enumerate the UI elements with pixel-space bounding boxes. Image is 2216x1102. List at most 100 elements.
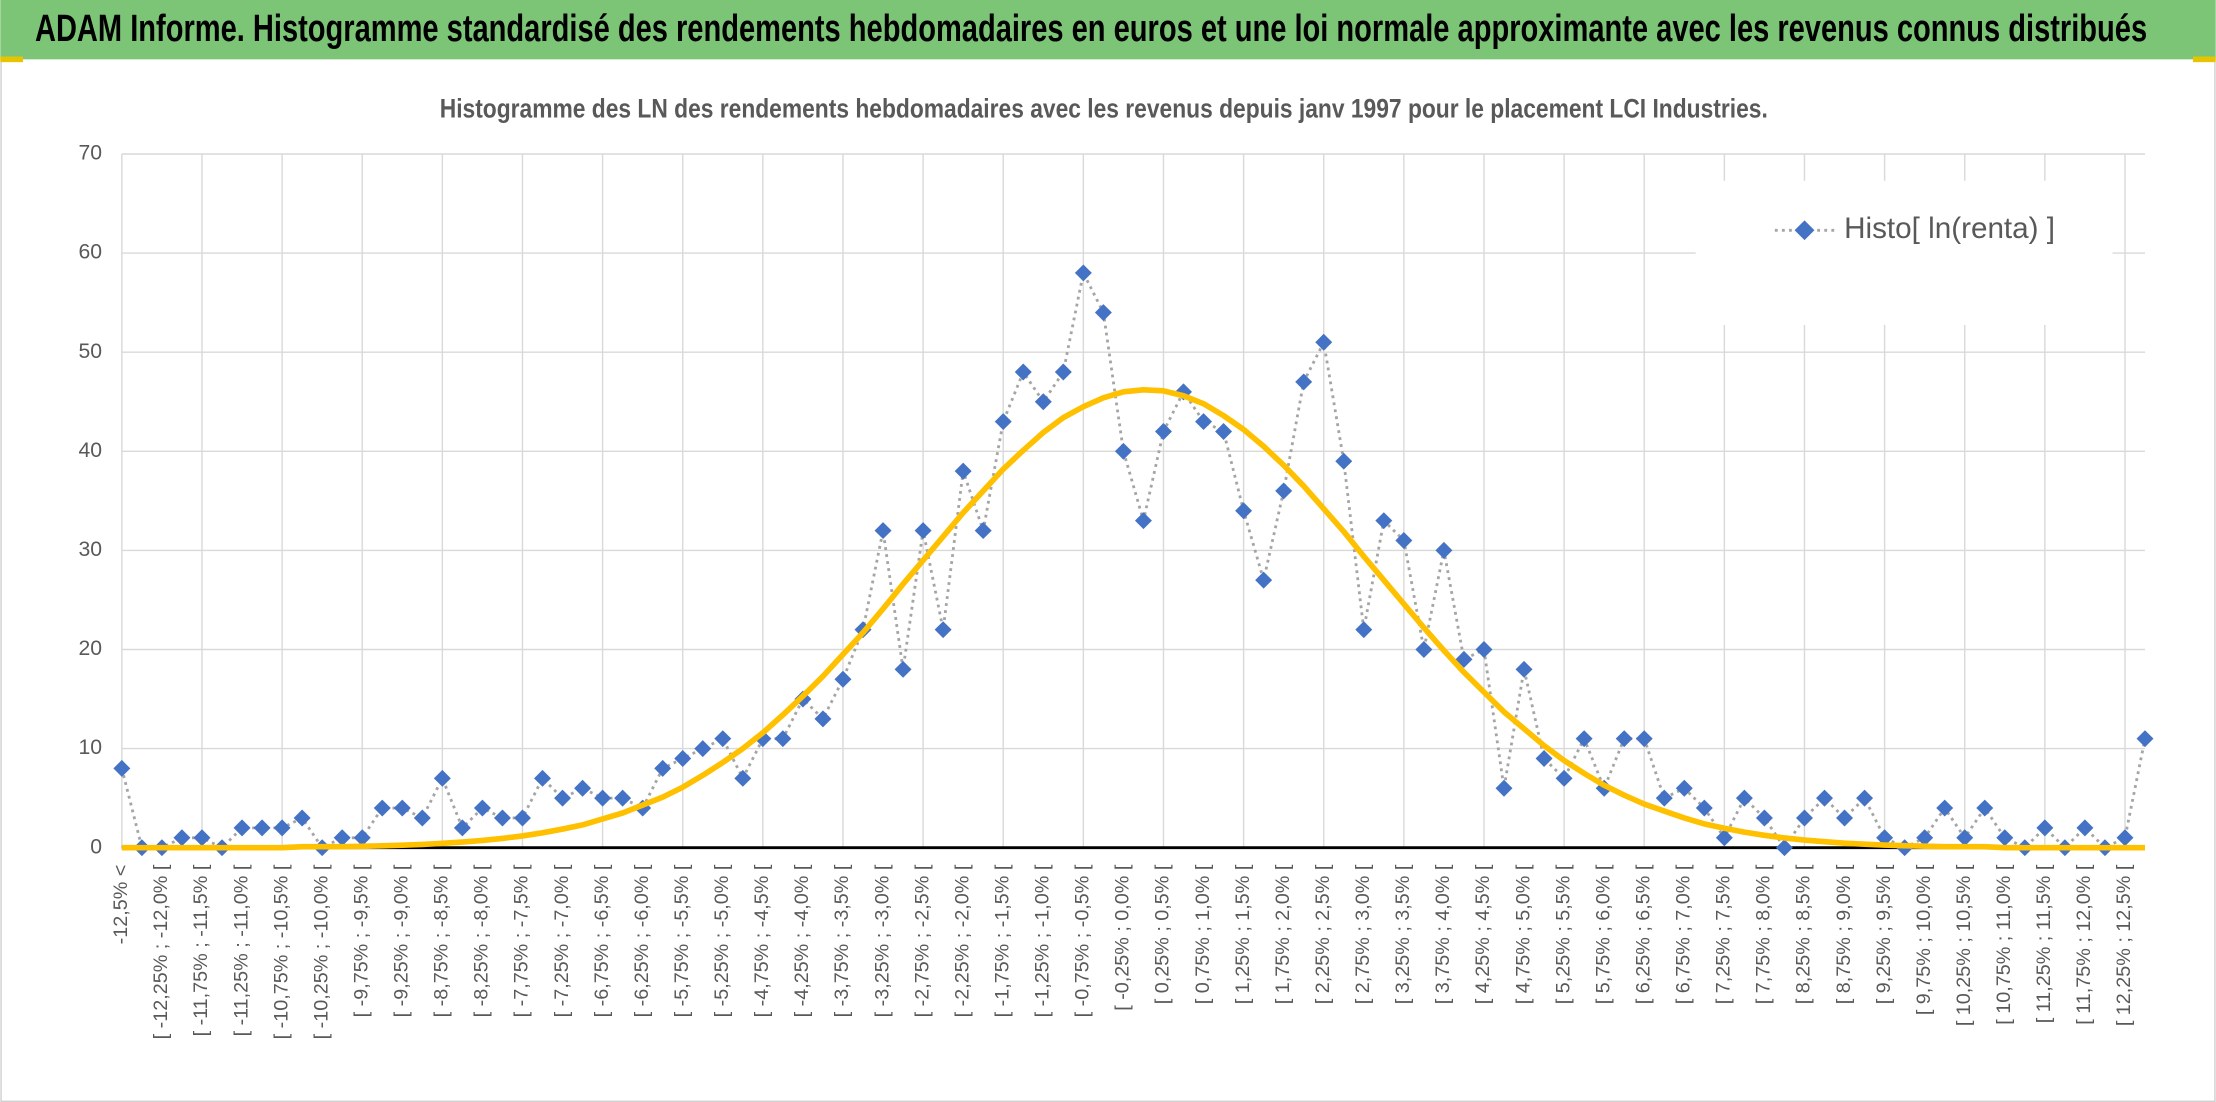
data-point: [554, 789, 572, 807]
data-point: [193, 829, 211, 847]
data-point: [774, 730, 792, 748]
x-tick-label: [ -9,25% ; -9,0% [: [391, 864, 413, 1017]
data-point: [413, 809, 431, 827]
data-point: [233, 819, 251, 837]
x-tick-label: [ -8,25% ; -8,0% [: [471, 864, 493, 1017]
data-point: [1235, 502, 1253, 520]
data-point: [994, 413, 1012, 431]
legend-marker: [1794, 220, 1815, 241]
x-tick-label: [ 0,75% ; 1,0% [: [1192, 864, 1214, 1004]
x-tick-label: [ -11,25% ; -11,0% [: [230, 864, 252, 1036]
series-line: [121, 387, 2146, 851]
x-tick-label: [ 5,25% ; 5,5% [: [1552, 864, 1574, 1004]
data-point: [674, 750, 692, 767]
data-point: [1796, 809, 1813, 827]
data-point: [1355, 621, 1373, 639]
data-point: [734, 769, 752, 787]
x-tick-label: [ -5,75% ; -5,5% [: [671, 864, 693, 1017]
data-point: [453, 819, 471, 837]
x-tick-label: [ 11,25% ; 11,5% [: [2033, 864, 2055, 1023]
data-point: [1635, 730, 1653, 748]
x-tick-label: [ 5,75% ; 6,0% [: [1592, 864, 1614, 1004]
x-tick-label: [ 9,75% ; 10,0% [: [1913, 864, 1935, 1015]
data-point: [1114, 442, 1132, 460]
banner: [0, 0, 2216, 60]
banner-accent: [0, 56, 23, 63]
x-tick-label: [ -12,25% ; -12,0% [: [150, 864, 172, 1039]
data-point: [1134, 512, 1152, 530]
x-tick-label: [ 11,75% ; 12,0% [: [2073, 864, 2095, 1025]
data-point: [1655, 789, 1673, 807]
data-point: [1295, 373, 1313, 391]
x-tick-label: [ -1,75% ; -1,5% [: [991, 864, 1013, 1017]
y-tick-label: 60: [78, 241, 102, 264]
x-tick-label: [ 3,75% ; 4,0% [: [1432, 864, 1454, 1004]
legend-label: Histo[ ln(renta) ]: [1844, 212, 2055, 245]
x-tick-label: [ 10,75% ; 11,0% [: [1993, 864, 2015, 1025]
data-point: [574, 779, 592, 797]
data-point: [393, 799, 411, 817]
data-point: [293, 809, 311, 827]
data-point: [1695, 799, 1713, 817]
x-tick-label: [ -10,75% ; -10,5% [: [270, 864, 292, 1039]
data-point: [1375, 512, 1393, 530]
x-tick-label: [ -0,25% ; 0,0% [: [1112, 864, 1134, 1011]
data-point: [1916, 829, 1934, 847]
x-tick-label: [ -2,75% ; -2,5% [: [911, 864, 933, 1017]
x-tick-label: [ -9,75% ; -9,5% [: [350, 864, 372, 1017]
x-tick-label: [ -2,25% ; -2,0% [: [951, 864, 973, 1017]
data-point: [954, 462, 972, 480]
x-tick-label: [ -3,25% ; -3,0% [: [871, 864, 893, 1017]
x-tick-label: [ 0,25% ; 0,5% [: [1152, 864, 1174, 1004]
x-tick-label: [ -7,25% ; -7,0% [: [551, 864, 573, 1017]
x-tick-label: [ 7,75% ; 8,0% [: [1753, 864, 1775, 1004]
data-point: [694, 740, 712, 758]
data-point: [513, 809, 531, 827]
data-point: [1034, 393, 1052, 411]
x-tick-label: [ 8,75% ; 9,0% [: [1833, 864, 1855, 1004]
x-tick-label: [ -4,25% ; -4,0% [: [791, 864, 813, 1017]
data-point: [1956, 829, 1974, 847]
x-tick-label: [ 4,75% ; 5,0% [: [1512, 864, 1534, 1004]
x-tick-label: [ 9,25% ; 9,5% [: [1873, 864, 1895, 1004]
y-tick-label: 0: [90, 835, 102, 858]
data-point: [1315, 333, 1333, 351]
x-tick-label: [ 1,25% ; 1,5% [: [1232, 864, 1254, 1004]
data-point: [113, 759, 131, 777]
x-tick-label: [ -3,75% ; -3,5% [: [831, 864, 853, 1017]
y-tick-label: 20: [78, 637, 102, 660]
chart-title: Histogramme des LN des rendements hebdom…: [440, 93, 1768, 123]
data-point: [654, 759, 672, 777]
x-tick-label: [ 1,75% ; 2,0% [: [1272, 864, 1294, 1004]
data-point: [1755, 809, 1773, 827]
x-tick-label: [ -6,75% ; -6,5% [: [591, 864, 613, 1017]
data-point: [1535, 750, 1553, 767]
x-tick-label: [ 6,75% ; 7,0% [: [1673, 864, 1695, 1004]
data-point: [1816, 789, 1833, 807]
data-point: [1876, 829, 1894, 847]
x-tick-label: [ 12,25% ; 12,5% [: [2113, 864, 2135, 1026]
data-point: [1094, 304, 1112, 322]
x-tick-label: [ 4,25% ; 4,5% [: [1472, 864, 1494, 1004]
data-point: [493, 809, 511, 827]
data-point: [1555, 769, 1573, 787]
data-point: [594, 789, 612, 807]
x-tick-label: [ -11,75% ; -11,5% [: [190, 864, 212, 1036]
x-tick-label: [ -6,25% ; -6,0% [: [631, 864, 653, 1017]
data-point: [1515, 660, 1533, 678]
data-point: [1735, 789, 1753, 807]
data-point: [373, 799, 391, 817]
data-point: [914, 522, 932, 540]
data-point: [1936, 799, 1954, 817]
data-point: [834, 670, 852, 688]
data-point: [934, 621, 952, 639]
data-point: [614, 789, 632, 807]
x-tick-label: [ 10,25% ; 10,5% [: [1953, 864, 1975, 1026]
data-point: [1836, 809, 1854, 827]
data-point: [253, 819, 271, 837]
x-tick-label: [ 2,25% ; 2,5% [: [1312, 864, 1334, 1004]
data-point: [173, 829, 191, 847]
data-point: [473, 799, 491, 817]
x-tick-label: [ 7,25% ; 7,5% [: [1713, 864, 1735, 1004]
data-point: [433, 769, 451, 787]
